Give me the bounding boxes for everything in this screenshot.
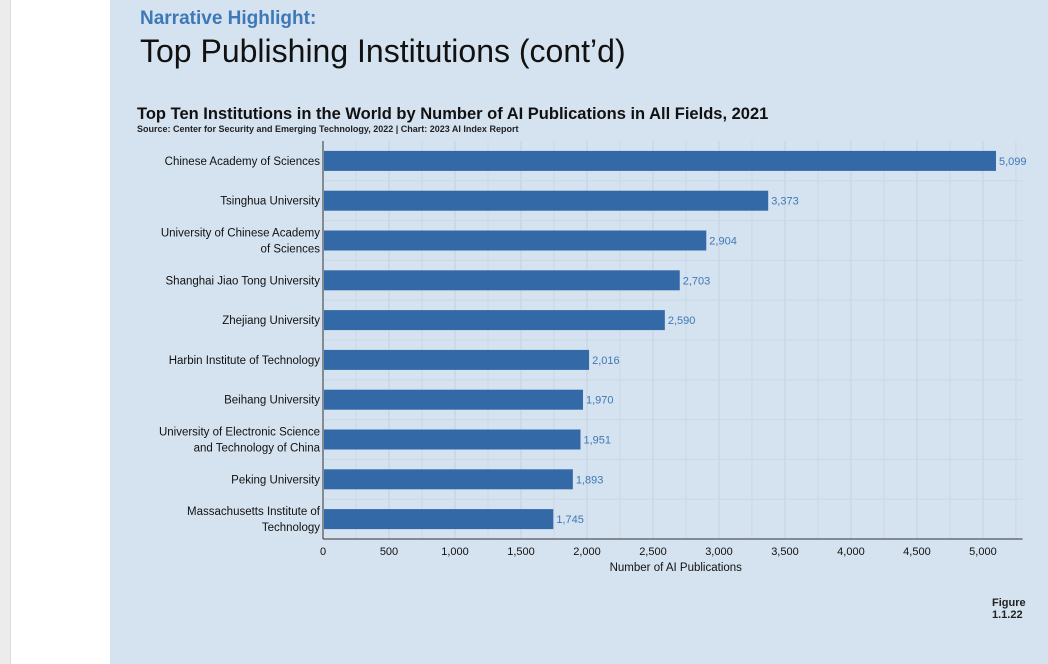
value-label: 1,970 [586,395,614,407]
category-label: Zhejiang University [222,315,320,327]
category-label: Chinese Academy of Sciences [165,156,321,168]
value-label: 2,703 [683,275,711,287]
category-label: Massachusetts Institute of Technology [187,506,321,534]
category-label-line: Tsinghua University [220,196,320,208]
x-tick-label: 3,500 [771,546,799,558]
bar [324,230,707,251]
category-label: University of Electronic Science and Tech… [159,427,321,455]
category-label-line: Harbin Institute of Technology [169,355,321,367]
x-tick-label: 4,000 [837,546,865,558]
bar [324,349,590,370]
x-tick-label: 1,000 [441,546,469,558]
figure-label: Figure 1.1.22 [992,597,1026,621]
category-label-line: Zhejiang University [222,315,320,327]
category-label-line: Massachusetts Institute of [187,506,321,518]
slide-panel: Narrative Highlight: Top Publishing Inst… [110,0,1048,664]
page-title: Top Publishing Institutions (cont’d) [140,33,626,69]
category-label-line: Technology [262,522,320,534]
category-label-line: Shanghai Jiao Tong University [166,275,321,287]
category-label: Shanghai Jiao Tong University [166,275,321,287]
value-label: 2,904 [709,236,737,248]
category-label: Beihang University [224,395,320,407]
x-tick-label: 4,500 [903,546,931,558]
x-axis-label: Number of AI Publications [610,562,743,574]
category-label-line: and Technology of China [194,443,321,455]
category-label-line: Peking University [231,474,320,486]
category-label-line: University of Chinese Academy [161,228,320,240]
x-tick-label: 0 [320,546,326,558]
page-edge [0,0,11,664]
section-kicker: Narrative Highlight: [140,8,317,29]
category-label-line: Chinese Academy of Sciences [165,156,321,168]
category-label-line: Beihang University [224,395,320,407]
value-label: 5,099 [999,156,1027,168]
bar [324,429,581,450]
chart-source: Source: Center for Security and Emerging… [137,124,519,134]
x-tick-label: 3,000 [705,546,733,558]
bar [324,190,769,211]
bar [324,270,680,291]
bar [324,509,554,530]
category-label: University of Chinese Academy of Sciences [161,228,320,256]
category-label: Peking University [231,474,320,486]
bar [324,150,996,171]
bar [324,389,584,410]
value-label: 1,745 [556,514,584,526]
x-tick-label: 2,000 [573,546,601,558]
value-label: 2,016 [592,355,620,367]
category-label: Harbin Institute of Technology [169,355,321,367]
value-label: 3,373 [771,196,799,208]
x-tick-label: 1,500 [507,546,535,558]
value-label: 1,893 [576,474,604,486]
bar [324,310,665,331]
bar [324,469,573,490]
value-label: 2,590 [668,315,696,327]
x-tick-label: 5,000 [969,546,997,558]
chart-title: Top Ten Institutions in the World by Num… [137,105,769,123]
value-label: 1,951 [584,435,612,447]
x-tick-label: 500 [380,546,398,558]
x-tick-label: 2,500 [639,546,667,558]
category-label: Tsinghua University [220,196,320,208]
category-label-line: University of Electronic Science [159,427,320,439]
category-label-line: of Sciences [261,244,321,256]
